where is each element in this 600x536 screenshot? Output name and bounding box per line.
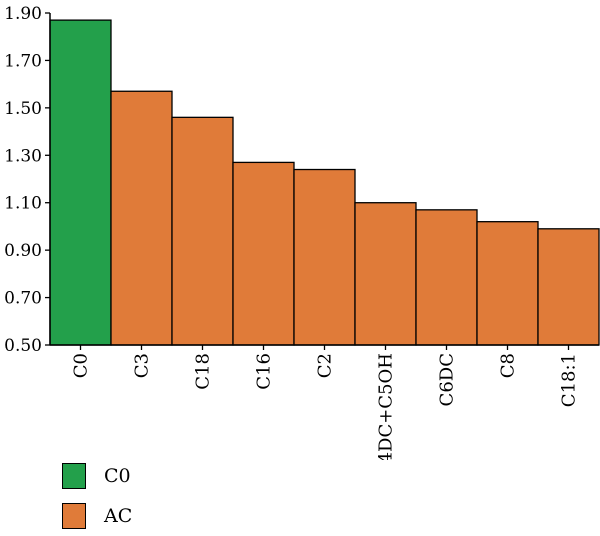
bar-c18 [171, 116, 234, 346]
legend: C0 AC [62, 456, 132, 536]
bar-c4dc-c5oh [354, 202, 417, 346]
x-tick-label: C2 [315, 353, 336, 378]
x-tick-label: C6DC [437, 353, 458, 406]
bar-c2 [293, 168, 356, 346]
x-tick-label: C3 [132, 353, 153, 378]
bar-chart: 1.90 1.70 1.50 1.30 1.10 0.90 0.70 0.50 C0 C3 C18… [4, 4, 600, 460]
legend-label-c0: C0 [104, 465, 131, 487]
bar-c6dc [415, 209, 478, 346]
x-tick-label: C4DC+C5OH [376, 353, 397, 460]
bar-c16 [232, 161, 295, 346]
legend-item-ac: AC [62, 496, 132, 536]
bar-c0 [49, 19, 112, 346]
y-tick-label: 0.50 [4, 336, 42, 356]
x-tick-label: C18:1 [559, 353, 580, 407]
bars-group [49, 19, 600, 346]
y-axis-ticks: 1.90 1.70 1.50 1.30 1.10 0.90 0.70 0.50 [4, 4, 50, 356]
x-tick-label: C0 [71, 353, 92, 378]
x-tick-label: C8 [498, 353, 519, 378]
y-tick-label: 1.90 [4, 4, 42, 24]
legend-item-c0: C0 [62, 456, 132, 496]
bar-c8 [476, 221, 539, 346]
legend-swatch-c0 [62, 463, 86, 489]
y-tick-label: 1.30 [4, 146, 42, 166]
y-tick-label: 0.90 [4, 241, 42, 261]
x-axis-labels: C0 C3 C18 C16 C2 C4DC+C5OH C6DC C8 C18:1 [71, 345, 580, 460]
x-tick-label: C18 [193, 353, 214, 390]
y-tick-label: 1.50 [4, 99, 42, 119]
bar-c3 [110, 90, 173, 346]
legend-label-ac: AC [104, 505, 133, 527]
bar-c18-1 [537, 228, 600, 346]
legend-swatch-ac [62, 503, 86, 529]
x-tick-label: C16 [254, 353, 275, 390]
y-tick-label: 1.70 [4, 51, 42, 71]
y-tick-label: 0.70 [4, 289, 42, 309]
y-tick-label: 1.10 [4, 194, 42, 214]
